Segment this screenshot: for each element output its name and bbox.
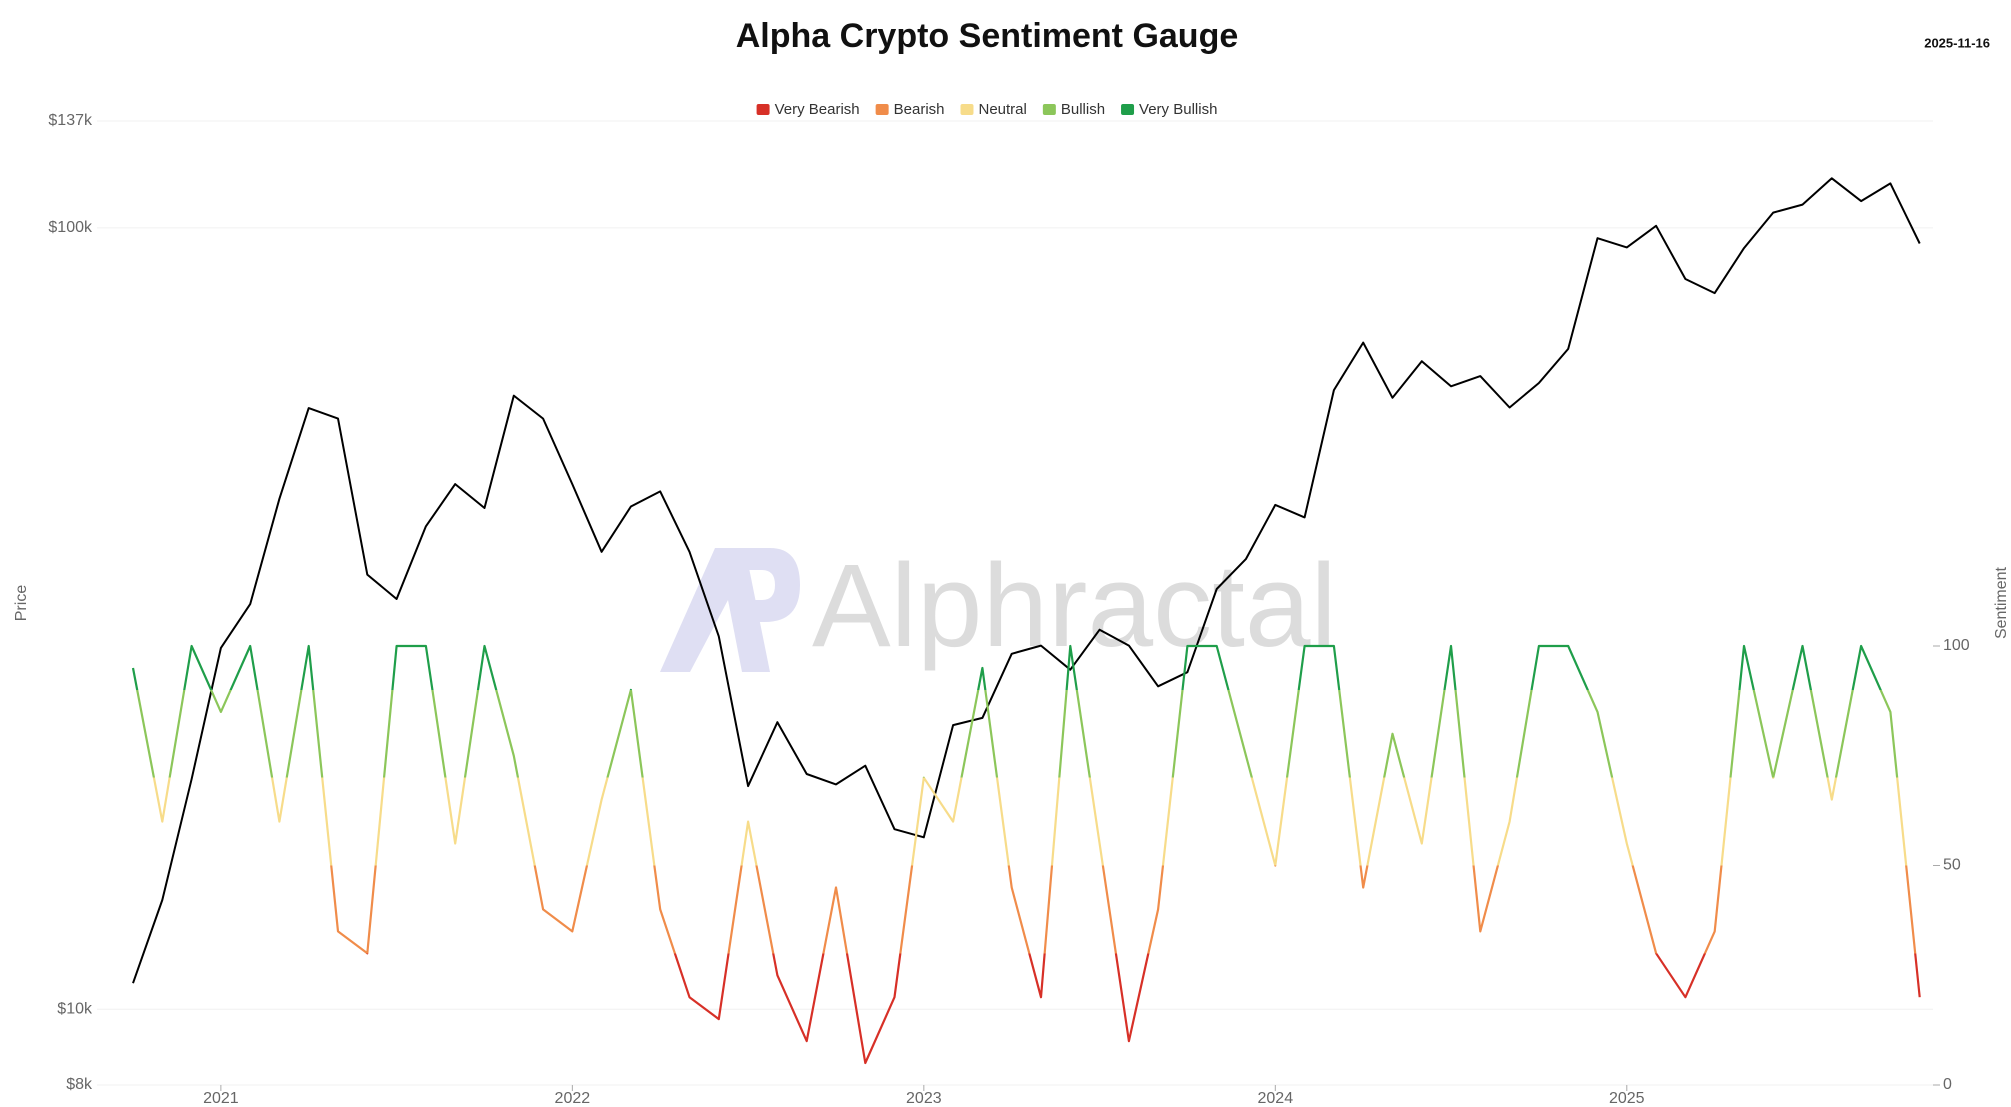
y-tick-label: $100k: [48, 219, 93, 236]
legend-item: Very Bullish: [1121, 101, 1217, 118]
legend-label: Very Bearish: [775, 101, 860, 118]
legend-item: Very Bearish: [756, 101, 860, 118]
legend-swatch: [1121, 104, 1135, 115]
legend-swatch: [875, 104, 889, 115]
y2-axis-label: Sentiment: [1993, 566, 2010, 639]
chart-title: Alpha Crypto Sentiment Gauge: [736, 17, 1239, 55]
y-tick-label: $137k: [48, 112, 93, 129]
y2-tick-label: 50: [1943, 857, 1961, 874]
x-tick-label: 2021: [203, 1090, 239, 1107]
legend-label: Bearish: [894, 101, 945, 118]
legend-swatch: [756, 104, 770, 115]
legend-item: Bullish: [1042, 101, 1105, 118]
watermark-text: Alphractal: [812, 540, 1337, 672]
date-stamp: 2025-11-16: [1924, 35, 1990, 50]
y-tick-label: $10k: [57, 1000, 93, 1017]
x-tick-label: 2025: [1609, 1090, 1645, 1107]
watermark: Alphractal: [660, 540, 1337, 672]
legend-item: Bearish: [875, 101, 945, 118]
watermark-logo: [740, 548, 800, 622]
sentiment-line: [131, 644, 1921, 1065]
x-tick-label: 2024: [1258, 1090, 1294, 1107]
legend-swatch: [1042, 104, 1056, 115]
legend: Very Bearish Bearish Neutral Bullish Very Bu…: [756, 101, 1217, 118]
legend-swatch: [960, 104, 974, 115]
y2-tick-label: 100: [1943, 637, 1970, 654]
watermark-logo: [660, 548, 770, 672]
price-line: [132, 177, 1921, 984]
legend-label: Neutral: [978, 101, 1026, 118]
x-tick-label: 2023: [906, 1090, 942, 1107]
legend-label: Very Bullish: [1139, 101, 1217, 118]
legend-label: Bullish: [1061, 101, 1105, 118]
x-tick-label: 2022: [555, 1090, 591, 1107]
y-tick-label: $8k: [66, 1076, 93, 1093]
legend-item: Neutral: [960, 101, 1027, 118]
y2-tick-label: 0: [1943, 1076, 1952, 1093]
y-axis-label: Price: [13, 585, 30, 622]
